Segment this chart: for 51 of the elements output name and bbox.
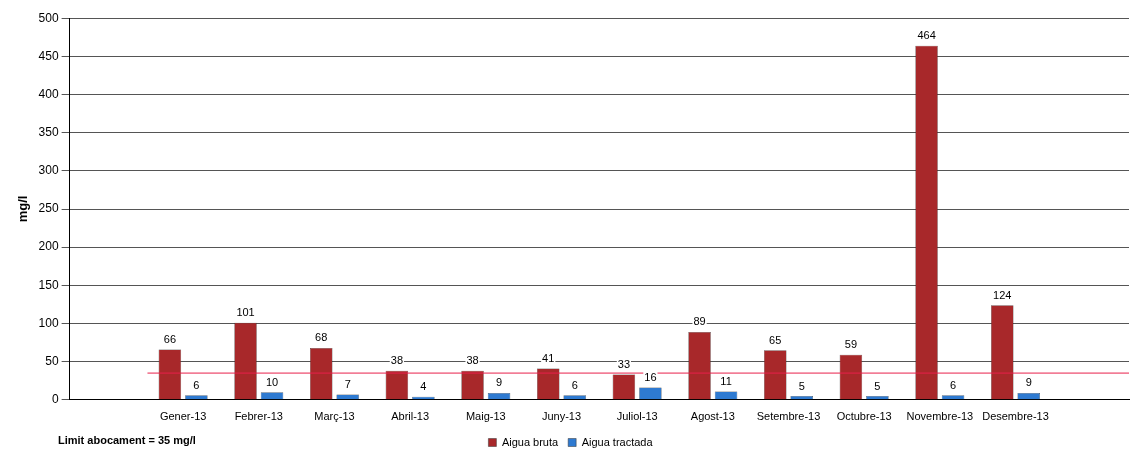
legend-label: Aigua bruta xyxy=(501,435,560,448)
x-tick-label: Agost-13 xyxy=(690,410,735,423)
data-label: 38 xyxy=(390,354,404,367)
x-tick-label: Febrer-13 xyxy=(234,410,283,423)
x-tick-label: Maig-13 xyxy=(465,410,506,423)
data-label: 41 xyxy=(542,352,555,365)
data-label: 6 xyxy=(193,378,200,391)
x-tick-label: Gener-13 xyxy=(159,410,207,423)
data-label: 89 xyxy=(693,315,706,328)
x-tick-label: Juny-13 xyxy=(541,410,582,423)
data-label: 6 xyxy=(571,378,578,391)
data-label: 38 xyxy=(466,354,479,367)
data-label: 10 xyxy=(265,375,279,388)
y-tick-label: 450 xyxy=(38,48,59,63)
y-axis-title: mg/l xyxy=(15,195,31,223)
data-label: 464 xyxy=(917,29,936,42)
legend-label: Aigua tractada xyxy=(581,435,654,448)
y-tick-label: 400 xyxy=(38,86,59,101)
data-label: 9 xyxy=(495,376,503,389)
x-tick-label: Març-13 xyxy=(314,410,355,423)
text: Limit abocament = 35 mg/l xyxy=(58,434,196,446)
x-tick-label: Setembre-13 xyxy=(756,410,821,423)
data-label: 65 xyxy=(769,333,782,346)
x-tick-label: Abril-13 xyxy=(391,410,430,423)
data-label: 5 xyxy=(874,379,881,392)
x-tick-label: Octubre-13 xyxy=(836,410,892,423)
data-label: 6 xyxy=(950,378,957,391)
y-tick-label: 500 xyxy=(38,10,59,25)
x-tick-label: Novembre-13 xyxy=(906,410,974,423)
data-label: 101 xyxy=(236,306,255,319)
data-label: 9 xyxy=(1025,376,1032,389)
data-label: 16 xyxy=(644,371,657,384)
y-tick-label: 350 xyxy=(38,124,59,139)
data-label: 4 xyxy=(420,380,427,393)
data-label: 11 xyxy=(720,374,732,387)
y-tick-label: 50 xyxy=(45,353,59,368)
y-tick-label: 250 xyxy=(38,201,59,216)
y-tick-label: 300 xyxy=(38,163,59,178)
data-label: 5 xyxy=(798,379,805,392)
data-label: 66 xyxy=(163,332,177,345)
y-tick-label: 100 xyxy=(38,315,59,330)
x-tick-label: Desembre-13 xyxy=(982,410,1049,423)
data-label: 7 xyxy=(344,377,351,390)
data-label: 59 xyxy=(844,338,858,351)
y-tick-label: 150 xyxy=(38,277,59,292)
data-label: 124 xyxy=(993,288,1012,301)
data-label: 33 xyxy=(617,358,631,371)
y-tick-label: 200 xyxy=(38,239,59,254)
x-tick-label: Juliol-13 xyxy=(616,410,658,423)
data-label: 68 xyxy=(315,331,328,344)
y-tick-label: 0 xyxy=(51,392,59,407)
